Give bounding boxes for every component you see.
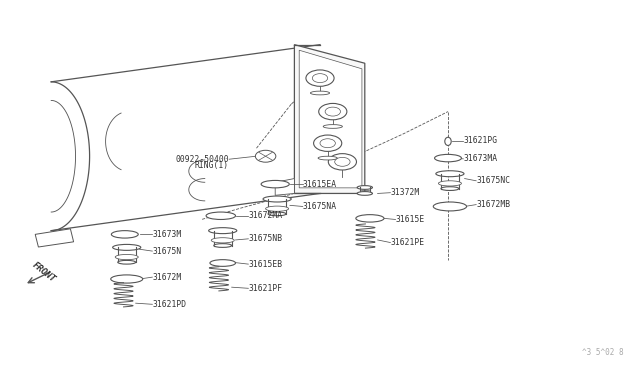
Circle shape — [306, 70, 334, 86]
Ellipse shape — [438, 181, 461, 186]
Text: RING(1): RING(1) — [195, 161, 229, 170]
Ellipse shape — [211, 238, 234, 243]
Ellipse shape — [445, 137, 451, 145]
Ellipse shape — [261, 180, 289, 188]
Ellipse shape — [268, 212, 286, 216]
Text: 31615EB: 31615EB — [248, 260, 282, 269]
Ellipse shape — [214, 244, 232, 247]
Circle shape — [320, 139, 335, 148]
Ellipse shape — [266, 206, 289, 211]
Circle shape — [325, 107, 340, 116]
Ellipse shape — [113, 244, 141, 250]
Text: 31675N: 31675N — [152, 247, 182, 256]
Text: 31672MB: 31672MB — [476, 200, 510, 209]
Ellipse shape — [318, 156, 337, 160]
Ellipse shape — [310, 91, 330, 95]
Polygon shape — [294, 45, 365, 193]
Circle shape — [335, 157, 350, 166]
Ellipse shape — [210, 260, 236, 266]
Text: FRONT: FRONT — [30, 260, 57, 284]
Ellipse shape — [357, 186, 372, 189]
Circle shape — [319, 103, 347, 120]
Text: 31672MA: 31672MA — [248, 211, 282, 220]
Ellipse shape — [356, 215, 384, 222]
Circle shape — [312, 74, 328, 83]
Text: 31621PG: 31621PG — [463, 136, 497, 145]
Text: 31372M: 31372M — [390, 188, 420, 197]
Text: 00922-50400: 00922-50400 — [175, 155, 229, 164]
Polygon shape — [51, 45, 320, 231]
Circle shape — [314, 135, 342, 151]
Circle shape — [328, 154, 356, 170]
Ellipse shape — [209, 228, 237, 234]
Ellipse shape — [433, 202, 467, 211]
Ellipse shape — [323, 125, 342, 128]
Ellipse shape — [357, 192, 372, 195]
Text: 31675NC: 31675NC — [476, 176, 510, 185]
Ellipse shape — [435, 154, 461, 162]
Text: ^3 5^02 8: ^3 5^02 8 — [582, 348, 624, 357]
Text: 31621PD: 31621PD — [152, 300, 186, 309]
Text: 31621PF: 31621PF — [248, 284, 282, 293]
Text: 31621PE: 31621PE — [390, 238, 424, 247]
Ellipse shape — [206, 212, 236, 219]
Polygon shape — [275, 179, 294, 195]
Text: 31675NB: 31675NB — [248, 234, 282, 243]
Text: 31615EA: 31615EA — [303, 180, 337, 189]
Ellipse shape — [111, 275, 143, 283]
Ellipse shape — [436, 171, 464, 177]
Ellipse shape — [115, 254, 138, 260]
Ellipse shape — [111, 231, 138, 238]
Text: 31615E: 31615E — [396, 215, 425, 224]
Text: 31673MA: 31673MA — [463, 154, 497, 163]
Text: 31675NA: 31675NA — [303, 202, 337, 211]
Circle shape — [255, 150, 276, 162]
Ellipse shape — [441, 187, 459, 190]
Text: 31673M: 31673M — [152, 230, 182, 239]
Polygon shape — [300, 50, 362, 188]
Text: 31672M: 31672M — [152, 273, 182, 282]
Ellipse shape — [118, 260, 136, 264]
Polygon shape — [35, 229, 74, 247]
Ellipse shape — [263, 196, 291, 202]
